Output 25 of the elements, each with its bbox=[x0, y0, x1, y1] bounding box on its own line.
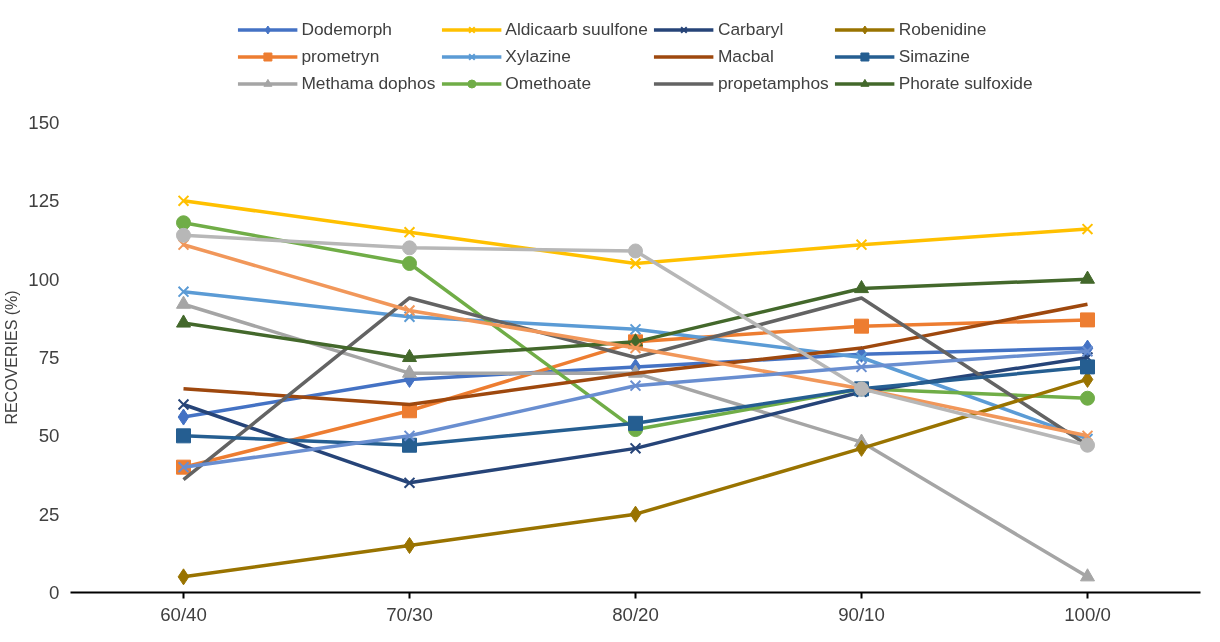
x-tick-label: 70/30 bbox=[386, 603, 433, 625]
legend-label: Omethoate bbox=[505, 72, 592, 94]
y-tick-label: 25 bbox=[38, 503, 60, 525]
y-tick-label: 50 bbox=[38, 425, 60, 447]
y-axis-title: RECOVERIES (%) bbox=[3, 290, 21, 425]
x-tick-label: 90/10 bbox=[838, 603, 885, 625]
legend-label: Methama dophos bbox=[301, 72, 436, 94]
legend-label: Phorate sulfoxide bbox=[898, 72, 1033, 94]
y-tick-label: 0 bbox=[49, 582, 60, 603]
legend-label: Robenidine bbox=[898, 18, 987, 40]
legend-label: Xylazine bbox=[505, 45, 571, 67]
y-tick-label: 150 bbox=[28, 112, 60, 133]
legend-label: prometryn bbox=[301, 45, 380, 67]
legend-label: Simazine bbox=[898, 45, 970, 67]
y-tick-label: 125 bbox=[28, 190, 60, 212]
legend-label: Carbaryl bbox=[717, 18, 784, 40]
legend-label: Dodemorph bbox=[301, 18, 392, 40]
legend-label: propetamphos bbox=[717, 72, 829, 94]
legend-label: Aldicaarb suulfone bbox=[505, 18, 648, 40]
x-tick-label: 80/20 bbox=[612, 603, 659, 625]
x-tick-label: 100/0 bbox=[1064, 603, 1111, 625]
y-tick-label: 75 bbox=[38, 347, 60, 368]
y-tick-label: 100 bbox=[28, 268, 60, 290]
x-tick-label: 60/40 bbox=[160, 603, 207, 625]
legend-label: Macbal bbox=[717, 45, 774, 67]
